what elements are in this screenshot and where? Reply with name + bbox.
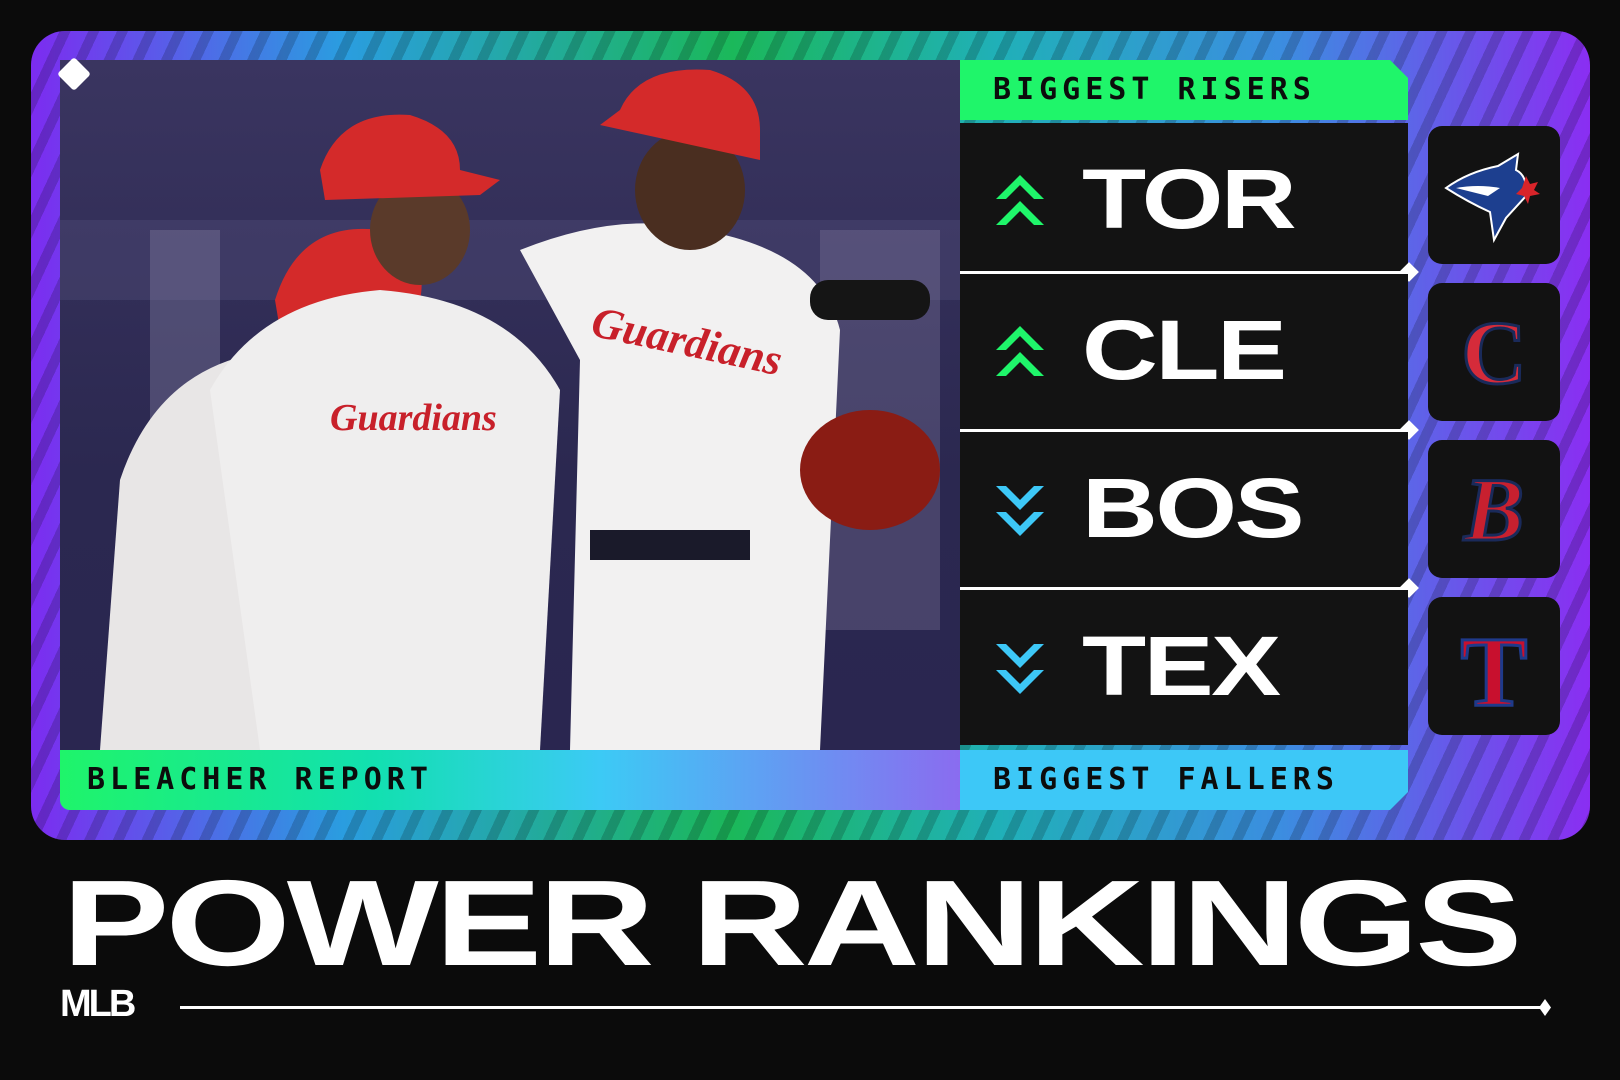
double-chevron-up-icon <box>996 326 1044 376</box>
team-abbr: TOR <box>1082 152 1297 246</box>
divider <box>960 587 1408 590</box>
guardians-c-logo-icon: C <box>1460 303 1528 405</box>
team-abbr: BOS <box>1082 461 1305 555</box>
movers-panel: BIGGEST RISERS TOR CLE BOS TEX BIGGEST F… <box>960 60 1408 810</box>
divider <box>960 429 1408 432</box>
double-chevron-down-icon <box>996 486 1044 536</box>
brand-label: BLEACHER REPORT <box>87 762 433 797</box>
risers-label: BIGGEST RISERS <box>993 72 1316 107</box>
svg-text:Guardians: Guardians <box>330 397 497 439</box>
team-row-tor: TOR <box>960 123 1408 278</box>
fallers-label: BIGGEST FALLERS <box>993 762 1339 797</box>
red-sox-b-logo-icon: B <box>1461 460 1525 562</box>
divider <box>960 271 1408 274</box>
svg-text:T: T <box>1461 616 1528 727</box>
title-rule <box>180 1006 1545 1009</box>
team-row-tex: TEX <box>960 590 1408 745</box>
double-chevron-up-icon <box>996 175 1044 225</box>
team-row-cle: CLE <box>960 274 1408 429</box>
double-chevron-down-icon <box>996 644 1044 694</box>
rangers-t-logo-icon: T <box>1459 615 1529 729</box>
svg-text:B: B <box>1463 461 1524 560</box>
team-celebration-photo: Guardians Guardians <box>60 60 960 750</box>
team-row-bos: BOS <box>960 432 1408 587</box>
logo-tile-cle: C <box>1428 283 1560 421</box>
svg-text:C: C <box>1462 304 1527 403</box>
logo-tile-tor <box>1428 126 1560 264</box>
risers-header: BIGGEST RISERS <box>960 60 1408 120</box>
team-abbr: TEX <box>1082 619 1281 713</box>
brand-bar: BLEACHER REPORT <box>60 750 960 810</box>
logo-tile-tex: T <box>1428 597 1560 735</box>
blue-jays-logo-icon <box>1444 152 1540 244</box>
team-abbr: CLE <box>1082 303 1287 397</box>
league-label: MLB <box>60 983 136 1025</box>
page-title: POWER RANKINGS <box>62 855 1523 991</box>
logo-tile-bos: B <box>1428 440 1560 578</box>
fallers-header: BIGGEST FALLERS <box>960 750 1408 810</box>
